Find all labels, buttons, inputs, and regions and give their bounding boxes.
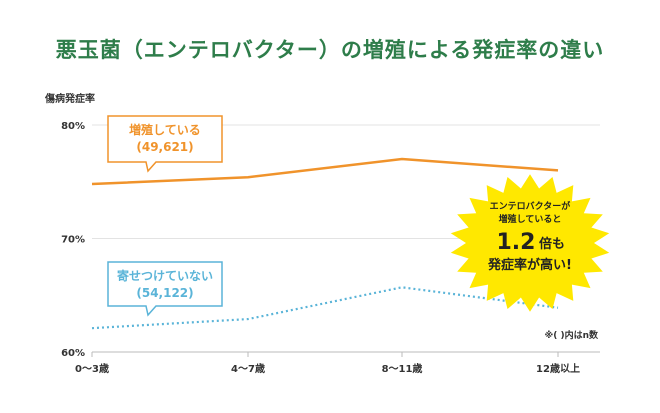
- y-tick-label: 70%: [61, 235, 85, 246]
- badge-line-1: エンテロバクターが: [490, 200, 572, 212]
- callout-box-0: [107, 115, 223, 173]
- starburst-badge: [450, 174, 610, 312]
- series-line-0: [91, 157, 559, 186]
- x-tick-label: 0〜3歳: [75, 362, 109, 375]
- callout-count: (49,621): [136, 140, 193, 154]
- badge-big-number: 1.2: [497, 230, 536, 255]
- badge-line-2: 増殖していると: [499, 213, 562, 225]
- badge-line-3: 発症率が高い!: [487, 257, 572, 273]
- callout-series-name: 寄せつけていない: [117, 268, 213, 283]
- y-tick-label: 80%: [61, 121, 85, 132]
- callout-count: (54,122): [136, 286, 193, 300]
- sample-size-note: ※( )内はn数: [544, 329, 599, 341]
- x-tick-label: 12歳以上: [536, 362, 580, 375]
- x-tick-label: 8〜11歳: [382, 362, 423, 375]
- y-tick-label: 60%: [61, 348, 85, 359]
- badge-big-suffix: 倍も: [539, 236, 565, 252]
- y-axis-label: 傷病発症率: [45, 94, 95, 105]
- callout-box-1: [107, 261, 223, 317]
- callout-series-name: 増殖している: [129, 122, 201, 137]
- x-tick-label: 4〜7歳: [231, 362, 265, 375]
- chart-title: 悪玉菌（エンテロバクター）の増殖による発症率の違い: [55, 38, 605, 62]
